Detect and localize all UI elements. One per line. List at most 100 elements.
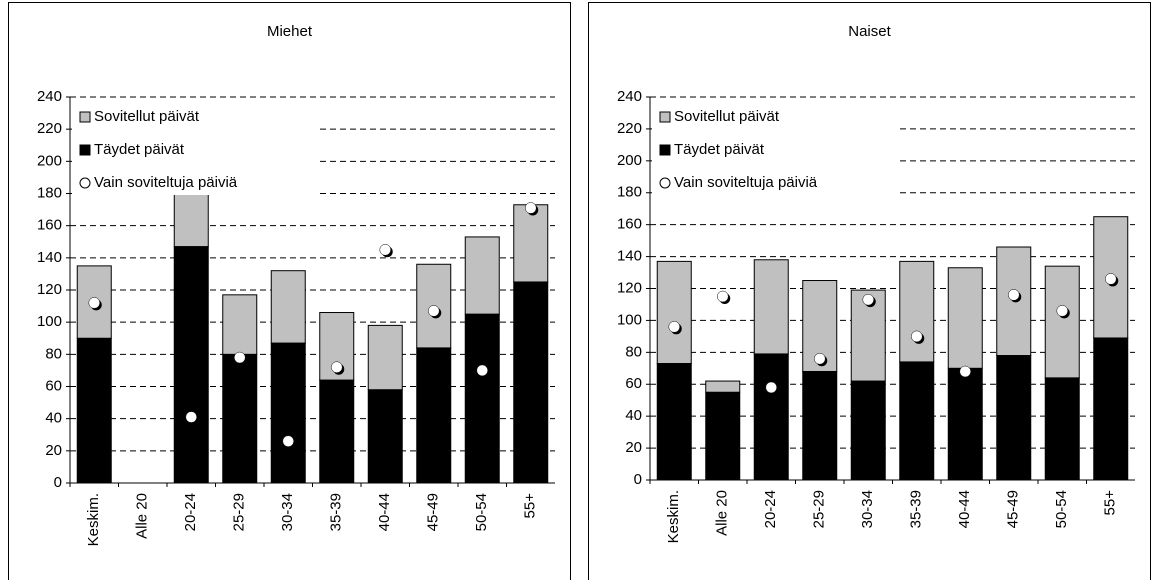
bar-segment <box>656 260 692 365</box>
legend-swatch <box>79 144 91 156</box>
bar-segment <box>705 391 741 481</box>
y-tick-label: 240 <box>37 88 62 105</box>
x-tick-label: Alle 20 <box>714 490 731 536</box>
legend-swatch <box>659 111 671 123</box>
bar-segment <box>802 370 838 481</box>
bar-segment <box>1044 265 1080 379</box>
marker <box>1105 273 1117 285</box>
bar-segment <box>947 367 983 481</box>
bar-segment <box>513 281 549 484</box>
legend-label: Sovitellut päivät <box>94 108 200 125</box>
marker <box>717 290 729 303</box>
bar-segment <box>753 353 789 481</box>
y-tick-label: 40 <box>625 407 642 424</box>
bar-segment <box>270 342 306 484</box>
marker <box>185 411 197 423</box>
bar-segment <box>367 389 403 484</box>
legend-label: Täydet päivät <box>94 141 185 158</box>
marker <box>1056 305 1068 317</box>
marker <box>1008 289 1020 301</box>
y-tick-label: 200 <box>37 152 62 169</box>
bar-segment <box>464 236 500 315</box>
marker <box>814 352 826 365</box>
x-tick-label: 20-24 <box>182 493 199 531</box>
y-tick-label: 180 <box>617 184 642 201</box>
bar-segment <box>1044 377 1080 481</box>
marker <box>331 361 343 373</box>
y-tick-label: 160 <box>617 216 642 233</box>
bar-segment <box>513 204 549 283</box>
bar-segment <box>173 246 209 484</box>
x-tick-label: 20-24 <box>762 490 779 528</box>
legend-swatch <box>79 111 91 123</box>
y-tick-label: 220 <box>617 120 642 137</box>
marker <box>668 321 680 333</box>
y-tick-label: 60 <box>625 375 642 392</box>
x-tick-label: 45-49 <box>425 493 442 531</box>
marker <box>959 365 971 378</box>
marker <box>282 435 294 447</box>
legend-box <box>652 100 897 195</box>
y-tick-label: 120 <box>37 281 62 298</box>
y-tick-label: 240 <box>617 88 642 105</box>
y-tick-label: 100 <box>617 311 642 328</box>
y-tick-label: 120 <box>617 279 642 296</box>
y-tick-label: 0 <box>634 471 642 488</box>
bar-segment <box>464 313 500 484</box>
bar-segment <box>416 347 452 484</box>
bar-segment <box>850 380 886 481</box>
x-tick-label: 25-29 <box>231 493 248 531</box>
legend-swatch <box>79 177 91 189</box>
y-tick-label: 20 <box>45 442 62 459</box>
x-tick-label: 30-34 <box>859 490 876 528</box>
bar-segment <box>76 337 112 484</box>
x-tick-label: 50-54 <box>473 493 490 531</box>
marker <box>525 202 537 214</box>
bar-segment <box>899 361 935 481</box>
legend-swatch <box>659 144 671 156</box>
bar-segment <box>753 259 789 355</box>
y-tick-label: 100 <box>37 313 62 330</box>
x-tick-label: 55+ <box>1102 490 1119 516</box>
y-tick-label: 180 <box>37 184 62 201</box>
x-tick-label: 55+ <box>522 493 539 519</box>
bar-segment <box>222 353 258 484</box>
legend-label: Vain soviteltuja päiviä <box>674 174 818 191</box>
bar-segment <box>996 355 1032 481</box>
x-tick-label: 50-54 <box>1053 490 1070 528</box>
bar-segment <box>1093 337 1129 481</box>
legend-box <box>72 100 317 195</box>
y-tick-label: 160 <box>37 217 62 234</box>
x-tick-label: 35-39 <box>328 493 345 531</box>
bar-segment <box>656 363 692 481</box>
y-tick-label: 0 <box>54 474 62 491</box>
marker <box>234 351 246 364</box>
legend-label: Sovitellut päivät <box>674 108 780 125</box>
bar-segment <box>270 270 306 344</box>
chart-title: Naiset <box>848 23 891 40</box>
y-tick-label: 220 <box>37 120 62 137</box>
chart-title: Miehet <box>267 23 313 40</box>
bar-segment <box>947 267 983 369</box>
x-tick-label: Keskim. <box>665 490 682 543</box>
y-tick-label: 140 <box>617 248 642 265</box>
marker <box>428 305 440 317</box>
x-tick-label: 40-44 <box>376 493 393 531</box>
x-tick-label: 40-44 <box>956 490 973 528</box>
x-tick-label: 25-29 <box>811 490 828 528</box>
bar-segment <box>319 379 355 484</box>
marker <box>88 297 100 309</box>
y-tick-label: 60 <box>45 377 62 394</box>
marker <box>379 244 391 256</box>
y-tick-label: 20 <box>625 439 642 456</box>
bar-segment <box>899 260 935 363</box>
y-tick-label: 80 <box>625 343 642 360</box>
marker <box>476 364 488 377</box>
marker <box>765 381 777 394</box>
bar-segment <box>222 294 258 355</box>
y-tick-label: 80 <box>45 345 62 362</box>
legend-label: Täydet päivät <box>674 141 765 158</box>
bar-segment <box>367 324 403 391</box>
